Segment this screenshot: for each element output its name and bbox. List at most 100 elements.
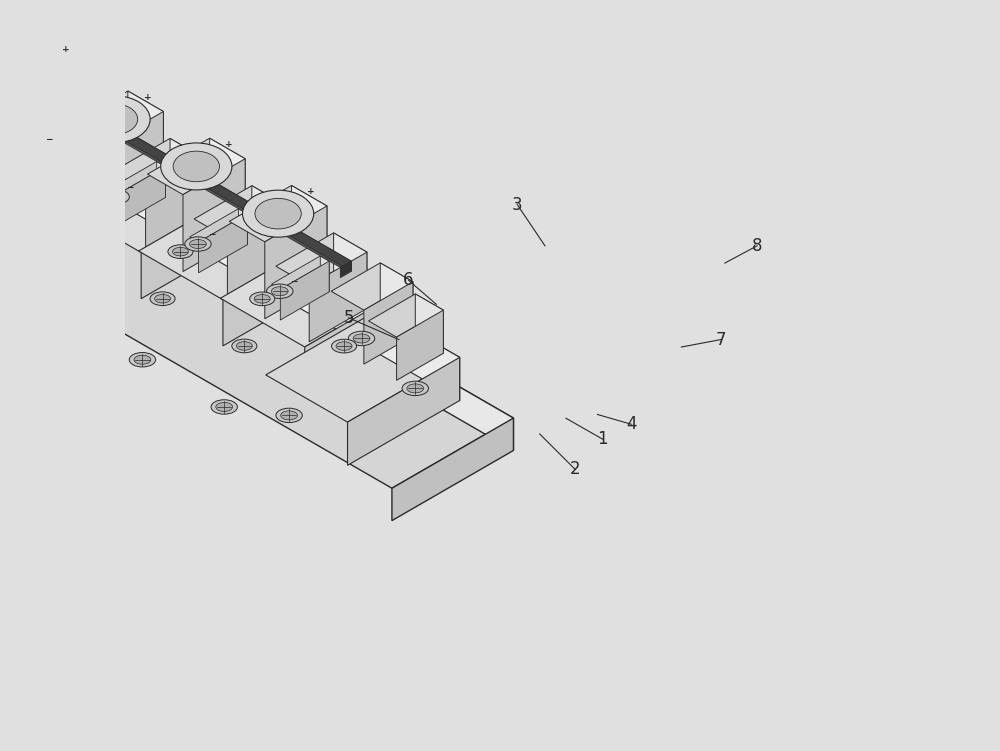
Polygon shape [139, 210, 294, 300]
Ellipse shape [407, 384, 424, 393]
Polygon shape [108, 161, 166, 195]
Ellipse shape [0, 198, 12, 211]
Polygon shape [220, 258, 376, 347]
Ellipse shape [211, 400, 237, 414]
Polygon shape [305, 306, 376, 393]
Text: −: − [126, 182, 134, 192]
Ellipse shape [276, 409, 302, 423]
Polygon shape [229, 185, 327, 242]
Polygon shape [95, 119, 106, 136]
Ellipse shape [250, 292, 275, 306]
Ellipse shape [47, 306, 74, 320]
Polygon shape [340, 261, 351, 278]
Polygon shape [26, 114, 84, 148]
Polygon shape [66, 91, 163, 147]
Polygon shape [141, 212, 212, 299]
Polygon shape [64, 110, 122, 201]
Polygon shape [309, 252, 367, 342]
Polygon shape [238, 209, 247, 245]
Polygon shape [364, 282, 413, 364]
Polygon shape [258, 214, 270, 231]
Polygon shape [397, 310, 443, 380]
Text: 3: 3 [512, 195, 523, 213]
Polygon shape [23, 134, 513, 451]
Polygon shape [112, 138, 203, 191]
Polygon shape [183, 158, 245, 272]
Polygon shape [170, 138, 203, 214]
Ellipse shape [79, 95, 150, 143]
Polygon shape [291, 185, 327, 283]
Ellipse shape [103, 189, 129, 204]
Polygon shape [334, 233, 367, 309]
Ellipse shape [402, 382, 428, 396]
Polygon shape [199, 214, 247, 273]
Ellipse shape [271, 287, 288, 296]
Polygon shape [263, 216, 351, 267]
Polygon shape [23, 0, 121, 192]
Ellipse shape [281, 411, 297, 420]
Ellipse shape [129, 352, 156, 367]
Polygon shape [19, 65, 82, 177]
Polygon shape [392, 418, 513, 520]
Ellipse shape [0, 200, 7, 209]
Text: +: + [307, 187, 315, 196]
Ellipse shape [10, 57, 56, 87]
Polygon shape [271, 256, 329, 289]
Polygon shape [227, 205, 285, 294]
Text: 7: 7 [716, 330, 726, 348]
Polygon shape [128, 163, 212, 258]
Polygon shape [280, 261, 329, 320]
Ellipse shape [232, 339, 257, 353]
Polygon shape [128, 91, 163, 189]
Polygon shape [147, 138, 245, 195]
Ellipse shape [91, 104, 138, 134]
Ellipse shape [108, 192, 125, 201]
Text: −: − [290, 277, 297, 286]
Text: +: + [144, 92, 151, 101]
Polygon shape [117, 167, 166, 225]
Polygon shape [380, 263, 413, 336]
Ellipse shape [348, 331, 375, 345]
Polygon shape [35, 119, 84, 179]
Polygon shape [415, 294, 443, 353]
Polygon shape [0, 0, 121, 68]
Polygon shape [99, 122, 188, 173]
Polygon shape [0, 0, 121, 261]
Ellipse shape [0, 49, 68, 95]
Polygon shape [276, 233, 367, 285]
Polygon shape [0, 134, 513, 488]
Text: 4: 4 [626, 415, 636, 433]
Polygon shape [101, 111, 163, 225]
Polygon shape [17, 74, 106, 126]
Polygon shape [265, 206, 327, 318]
Polygon shape [210, 210, 294, 305]
Ellipse shape [173, 151, 219, 182]
Ellipse shape [73, 247, 89, 256]
Polygon shape [157, 161, 166, 198]
Polygon shape [46, 44, 82, 141]
Polygon shape [192, 169, 270, 224]
Polygon shape [348, 357, 460, 466]
Polygon shape [146, 158, 203, 247]
Ellipse shape [332, 339, 357, 353]
Polygon shape [88, 91, 122, 167]
Polygon shape [194, 185, 285, 238]
Text: 6: 6 [403, 271, 414, 289]
Polygon shape [378, 310, 460, 400]
Polygon shape [46, 116, 130, 210]
Ellipse shape [172, 247, 188, 256]
Text: +: + [225, 140, 233, 149]
Polygon shape [181, 169, 270, 220]
Polygon shape [57, 163, 212, 252]
Ellipse shape [353, 334, 370, 343]
Polygon shape [331, 263, 413, 310]
Ellipse shape [150, 292, 175, 306]
Ellipse shape [336, 342, 352, 351]
Text: 1: 1 [597, 430, 608, 448]
Polygon shape [223, 259, 294, 346]
Ellipse shape [91, 200, 107, 209]
Ellipse shape [161, 143, 232, 190]
Polygon shape [110, 122, 188, 177]
Polygon shape [59, 164, 130, 252]
Polygon shape [31, 91, 122, 143]
